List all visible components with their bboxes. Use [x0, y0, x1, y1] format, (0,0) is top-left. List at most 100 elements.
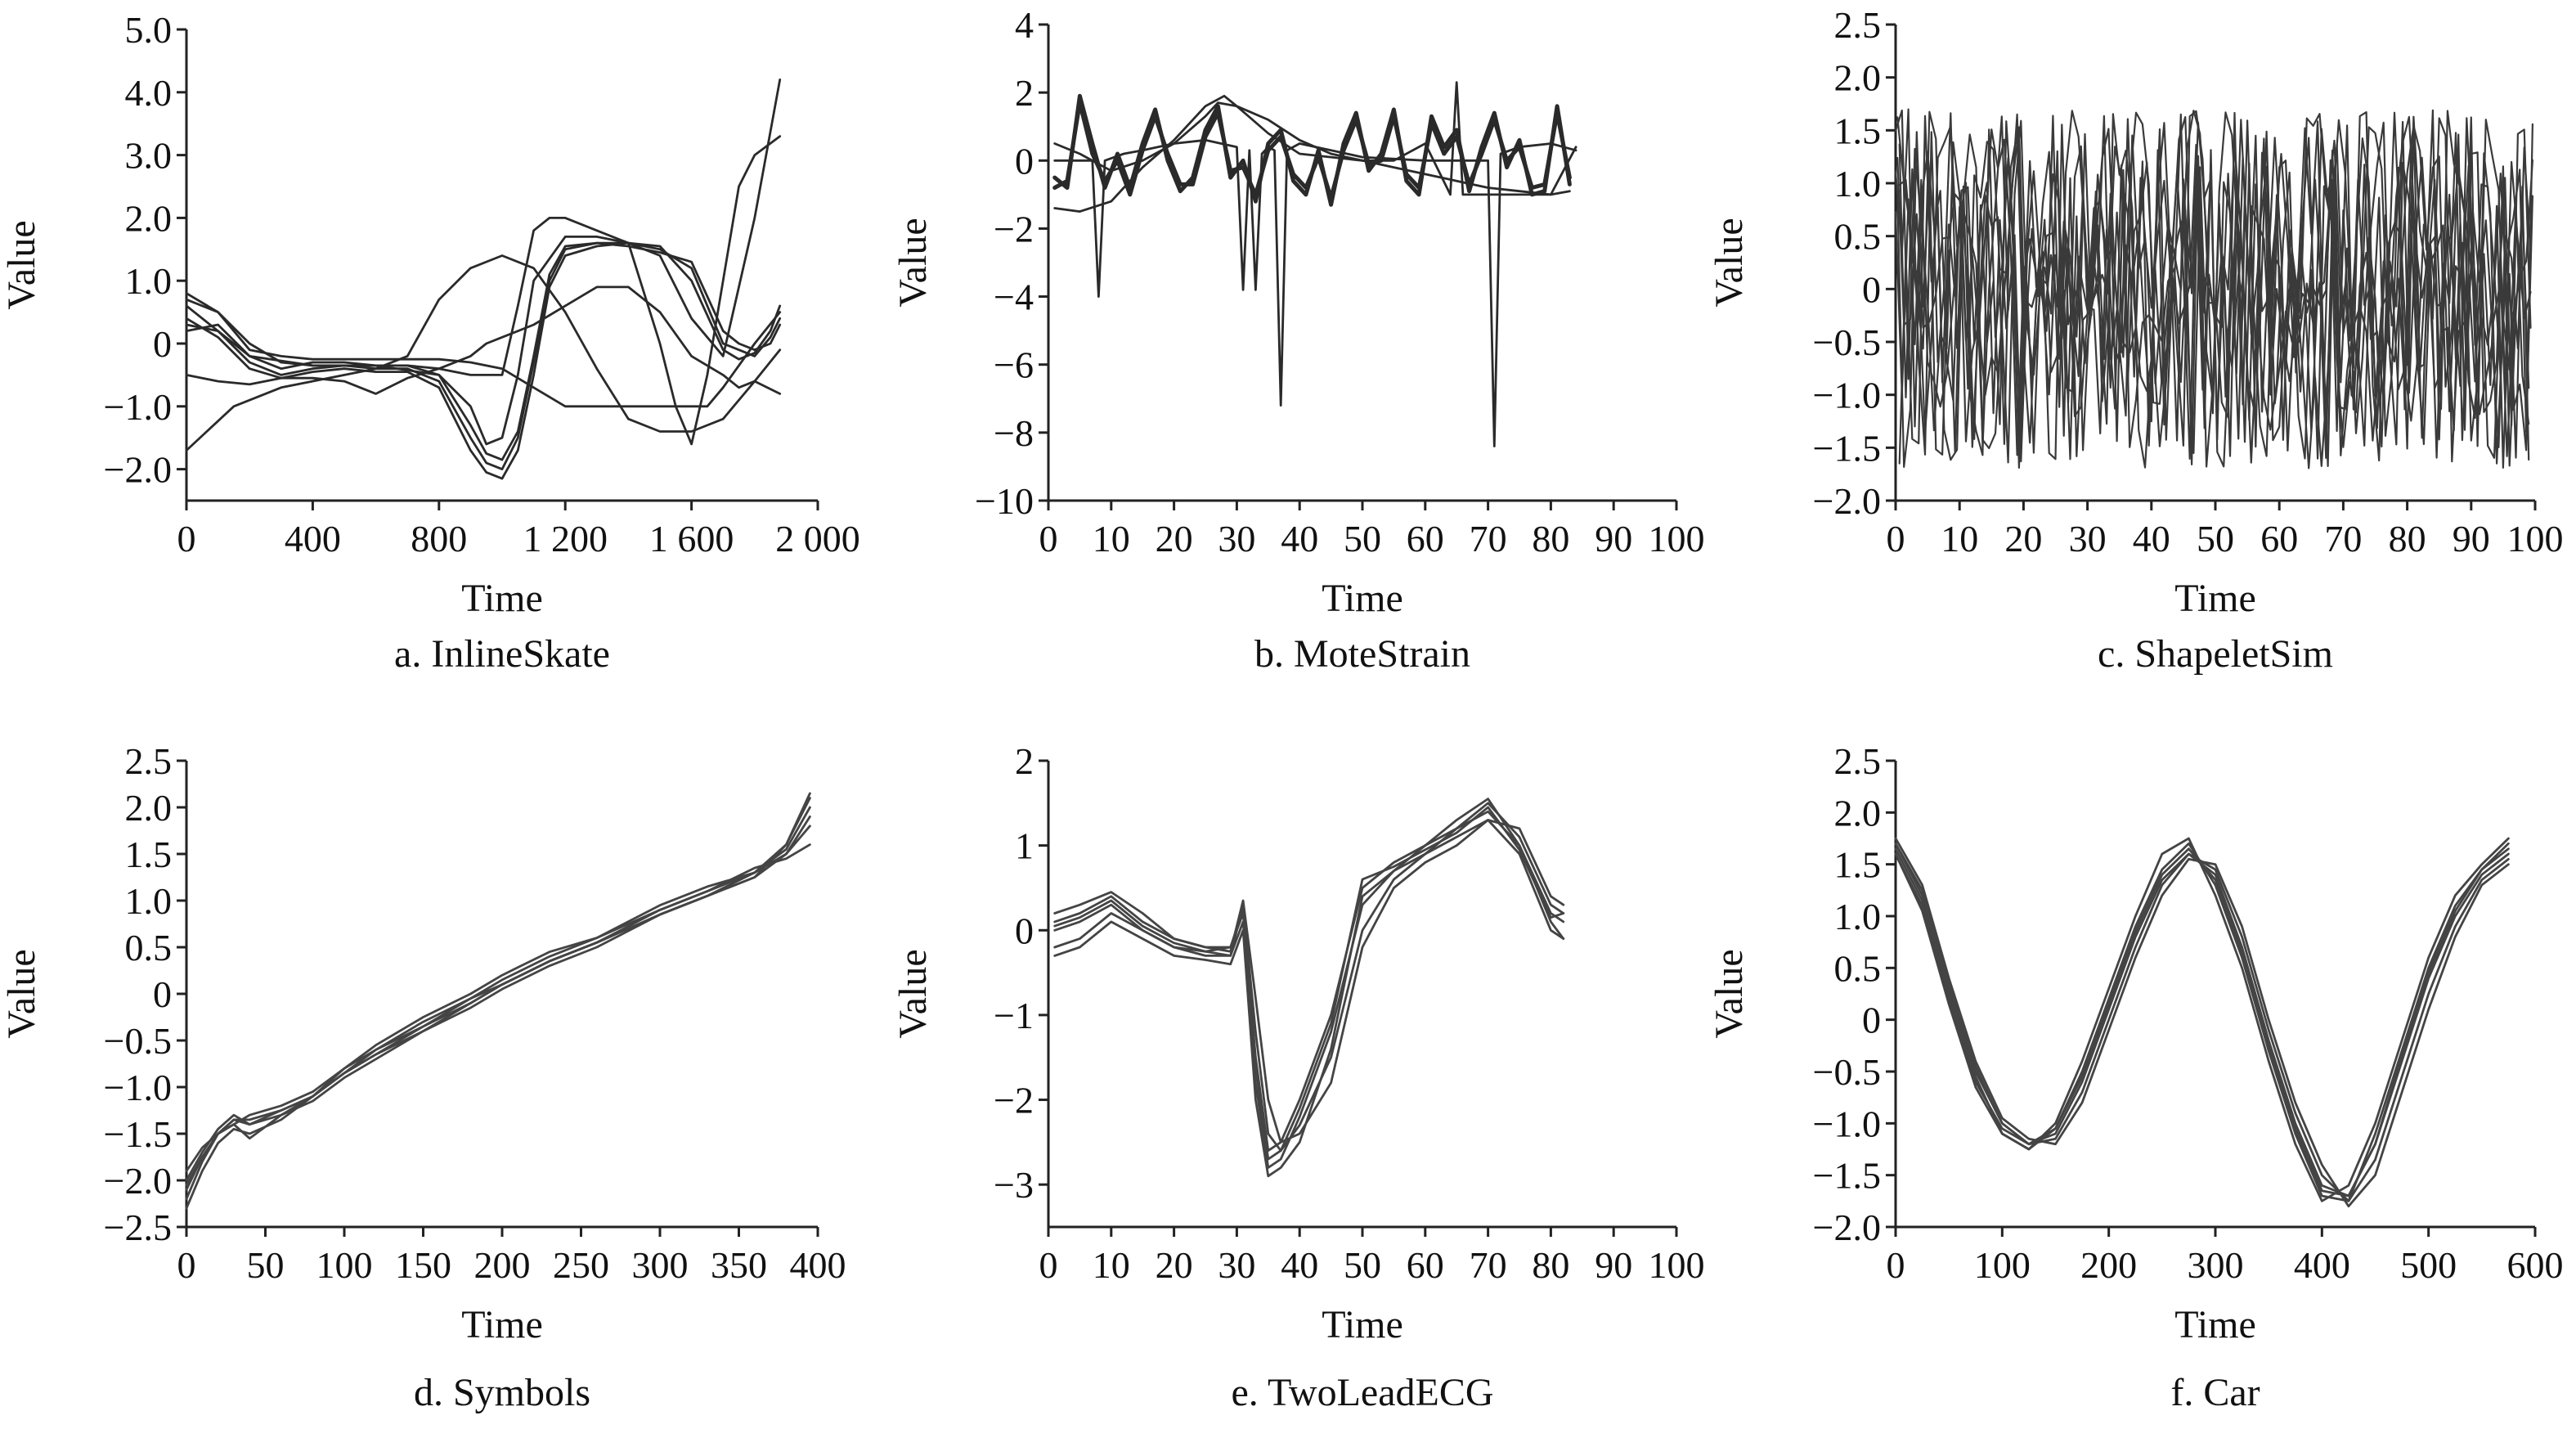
y-tick-label: 0 [1015, 910, 1034, 951]
series-line [1053, 806, 1565, 1161]
series-line [185, 135, 782, 446]
y-tick-label: 0 [1015, 140, 1034, 182]
y-tick-label: 0 [153, 973, 172, 1015]
x-tick-label: 150 [395, 1244, 451, 1286]
y-tick-label: 2.5 [1834, 4, 1882, 46]
y-tick-label: 0.5 [1834, 947, 1882, 989]
x-tick-label: 100 [316, 1244, 373, 1286]
y-tick-label: 0 [1862, 268, 1881, 310]
y-tick-label: −1.0 [1813, 1103, 1881, 1144]
panel-caption: f. Car [2170, 1371, 2260, 1414]
x-tick-label: 0 [1039, 518, 1058, 559]
series-line [1053, 798, 1565, 1178]
series-line [185, 816, 811, 1182]
x-axis-title: Time [2174, 577, 2256, 620]
x-tick-label: 50 [1344, 518, 1381, 559]
y-axis-title: Value [1708, 949, 1751, 1038]
x-axis-title: Time [1322, 1303, 1403, 1346]
y-tick-label: −0.5 [1813, 321, 1881, 363]
y-tick-label: −1.0 [1813, 375, 1881, 416]
y-tick-label: 0.5 [1834, 216, 1882, 258]
y-axis-title: Value [891, 949, 935, 1038]
x-tick-label: 350 [711, 1244, 767, 1286]
x-tick-label: 40 [1281, 518, 1318, 559]
y-tick-label: −3 [994, 1164, 1034, 1206]
x-tick-label: 40 [1281, 1244, 1318, 1286]
y-tick-label: 1.0 [125, 260, 173, 302]
series-line [185, 241, 782, 470]
y-tick-label: −10 [975, 480, 1034, 522]
x-tick-label: 400 [2294, 1244, 2350, 1286]
y-tick-label: −2.0 [1813, 480, 1881, 522]
y-tick-label: 3.0 [125, 135, 173, 177]
series-line [185, 797, 811, 1201]
y-tick-label: 2 [1015, 740, 1034, 782]
y-tick-label: 1.5 [1834, 844, 1882, 886]
y-tick-label: 2.5 [125, 740, 173, 782]
x-tick-label: 40 [2133, 518, 2170, 559]
x-tick-label: 10 [1093, 518, 1130, 559]
x-tick-label: 0 [1887, 518, 1905, 559]
y-tick-label: 5.0 [125, 9, 173, 51]
x-tick-label: 0 [177, 518, 196, 559]
y-tick-label: 0 [1862, 1000, 1881, 1041]
y-tick-label: 2 [1015, 72, 1034, 114]
series-line [185, 825, 811, 1187]
x-tick-label: 300 [632, 1244, 689, 1286]
y-tick-label: −2.0 [1813, 1207, 1881, 1248]
y-tick-label: −2 [994, 208, 1034, 249]
series-line [1052, 101, 1572, 200]
y-tick-label: −1 [994, 995, 1034, 1036]
panel-motestrain: 420−2−4−6−8−100 10 20 30 40 50 60 70 80 90 100Time… [891, 4, 1705, 676]
x-tick-label: 100 [1649, 1244, 1705, 1286]
x-tick-label: 20 [1156, 518, 1193, 559]
x-tick-label: 20 [2004, 518, 2042, 559]
panel-inlineskate: 5.04.03.02.01.00−1.0−2.00 400 800 1 200 1 60… [0, 9, 860, 676]
x-axis-title: Time [1322, 577, 1403, 620]
x-tick-label: 60 [1407, 1244, 1444, 1286]
y-tick-label: 0 [153, 323, 172, 365]
x-tick-label: 10 [1093, 1244, 1130, 1286]
y-tick-label: −1.5 [1813, 1155, 1881, 1197]
x-tick-label: 30 [1218, 518, 1255, 559]
x-axis-title: Time [2174, 1303, 2256, 1346]
y-tick-label: −2.0 [104, 449, 172, 491]
y-tick-label: −2 [994, 1080, 1034, 1121]
y-tick-label: −1.5 [1813, 427, 1881, 469]
series-line [1894, 109, 2530, 467]
x-tick-label: 250 [553, 1244, 609, 1286]
y-tick-label: −4 [994, 276, 1034, 318]
y-tick-label: −8 [994, 412, 1034, 454]
x-tick-label: 200 [2080, 1244, 2137, 1286]
series-line [1894, 837, 2510, 1208]
y-tick-label: −1.5 [104, 1113, 172, 1155]
y-axis-title: Value [0, 949, 43, 1038]
series-line [1898, 113, 2533, 468]
x-tick-label: 100 [2507, 518, 2564, 559]
x-tick-label: 90 [1595, 1244, 1632, 1286]
series-line [1053, 138, 1577, 447]
x-tick-label: 100 [1974, 1244, 2031, 1286]
x-tick-label: 80 [2389, 518, 2426, 559]
y-tick-label: 4.0 [125, 72, 173, 114]
series-line [185, 241, 782, 461]
series-line [185, 241, 782, 480]
x-tick-label: 70 [1470, 518, 1507, 559]
series-line [1053, 802, 1565, 1153]
panel-caption: b. MoteStrain [1254, 632, 1470, 676]
x-tick-label: 1 200 [523, 518, 608, 559]
panel-caption: a. InlineSkate [394, 632, 610, 676]
x-tick-label: 400 [285, 518, 341, 559]
panel-caption: c. ShapeletSim [2098, 632, 2333, 676]
y-tick-label: 1.5 [125, 834, 173, 875]
x-tick-label: 200 [474, 1244, 531, 1286]
y-tick-label: −2.5 [104, 1207, 172, 1248]
y-tick-label: −1.0 [104, 386, 172, 428]
series-line [185, 806, 811, 1210]
y-tick-label: 4 [1015, 4, 1034, 46]
y-tick-label: 2.0 [125, 787, 173, 829]
panel-caption: d. Symbols [414, 1371, 590, 1414]
y-tick-label: −0.5 [104, 1020, 172, 1062]
y-tick-label: 2.5 [1834, 740, 1882, 782]
x-tick-label: 100 [1649, 518, 1705, 559]
